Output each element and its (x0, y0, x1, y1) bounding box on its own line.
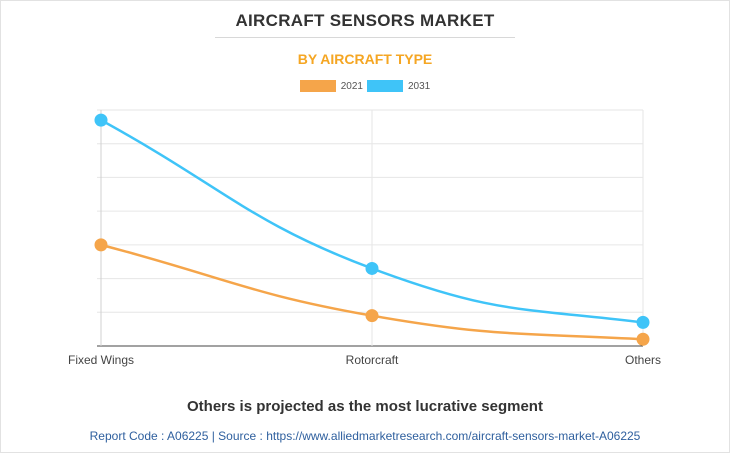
legend-item-2021[interactable]: 2021 (299, 80, 363, 92)
chart-subtitle: BY AIRCRAFT TYPE (297, 51, 433, 67)
data-point-2021 (365, 309, 379, 323)
chart-caption: Others is projected as the most lucrativ… (187, 398, 543, 415)
x-tick-label: Rotorcraft (346, 353, 399, 367)
source-line: Report Code : A06225 | Source : https://… (89, 429, 641, 443)
x-tick-label: Fixed Wings (68, 353, 134, 367)
chart-title: AIRCRAFT SENSORS MARKET (235, 11, 495, 30)
x-tick-label: Others (625, 353, 661, 367)
data-point-2031 (636, 315, 650, 329)
data-point-2031 (94, 113, 108, 127)
legend-swatch-2021 (299, 80, 336, 92)
data-point-2021 (636, 332, 650, 346)
legend-swatch-2031 (367, 80, 403, 92)
title-divider (215, 37, 515, 38)
legend-item-2031[interactable]: 2031 (367, 80, 430, 92)
legend-label-2021: 2021 (340, 80, 363, 92)
chart-legend: 2021 2031 (0, 80, 730, 92)
data-point-2021 (94, 238, 108, 252)
data-point-2031 (365, 261, 379, 275)
legend-label-2031: 2031 (408, 80, 431, 92)
